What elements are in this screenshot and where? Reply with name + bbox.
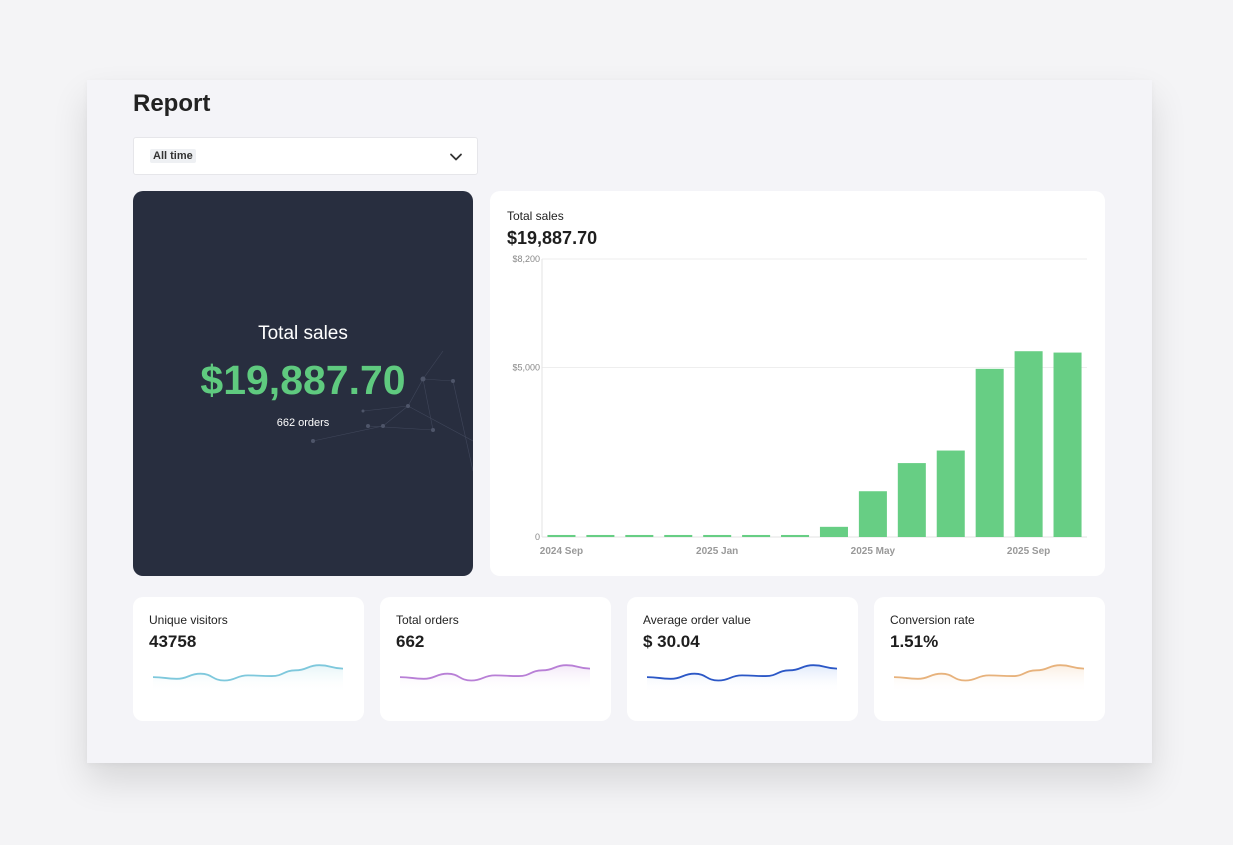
sparkline-line bbox=[647, 664, 838, 682]
bar-2025-may bbox=[858, 491, 887, 537]
date-range-select[interactable]: All time bbox=[133, 137, 478, 175]
x-tick-label: 2025 Jan bbox=[696, 546, 738, 557]
hero-total-sales-value: $19,887.70 bbox=[200, 357, 406, 403]
page-title: Report bbox=[133, 90, 211, 117]
stat-card-unique-visitors: Unique visitors 43758 bbox=[133, 597, 364, 721]
bar-2024-sep bbox=[547, 534, 576, 537]
y-tick-label: $8,200 bbox=[512, 254, 540, 264]
total-sales-chart-card: Total sales $19,887.70 0 $5,000 $8,200 2024… bbox=[490, 191, 1105, 576]
stat-value: $ 30.04 bbox=[643, 632, 700, 651]
sparkline-line bbox=[400, 664, 591, 682]
chart-total-value: $19,887.70 bbox=[507, 228, 598, 248]
stat-label: Conversion rate bbox=[890, 613, 975, 627]
bar-2025-jul bbox=[936, 450, 965, 537]
x-tick-label: 2025 May bbox=[851, 546, 896, 557]
average-order-value-sparkline bbox=[647, 664, 838, 693]
sparkline-line bbox=[894, 664, 1085, 682]
bar-2025-feb bbox=[742, 534, 771, 537]
total-orders-sparkline bbox=[400, 664, 591, 693]
hero-label: Total sales bbox=[258, 323, 348, 344]
y-tick-label: 0 bbox=[535, 532, 540, 542]
unique-visitors-sparkline bbox=[153, 664, 344, 693]
x-tick-label: 2025 Sep bbox=[1007, 546, 1050, 557]
stat-card-average-order-value: Average order value $ 30.04 bbox=[627, 597, 858, 721]
stat-label: Total orders bbox=[396, 613, 459, 627]
bar-2025-jan bbox=[703, 534, 732, 537]
sparkline-area bbox=[894, 665, 1084, 693]
date-range-value: All time bbox=[150, 149, 196, 163]
bar-2025-oct bbox=[1053, 352, 1082, 537]
bar-2025-sep bbox=[1014, 351, 1043, 537]
hero-orders-count: 662 orders bbox=[276, 417, 330, 429]
bar-2024-nov bbox=[625, 534, 654, 537]
network-pattern-decoration bbox=[311, 350, 473, 472]
y-tick-label: $5,000 bbox=[512, 362, 540, 372]
bar-2025-aug bbox=[975, 368, 1004, 537]
stat-card-conversion-rate: Conversion rate 1.51% bbox=[874, 597, 1105, 721]
x-tick-label: 2024 Sep bbox=[540, 546, 583, 557]
chart-label: Total sales bbox=[507, 209, 564, 223]
stat-value: 662 bbox=[396, 632, 425, 651]
bar-2024-oct bbox=[586, 534, 615, 537]
total-sales-bar-chart: 0 $5,000 $8,200 2024 Sep 2025 Jan 2025 May 202… bbox=[512, 254, 1087, 557]
sparkline-area bbox=[400, 665, 590, 693]
stat-value: 1.51% bbox=[890, 632, 939, 651]
bar-2025-apr bbox=[819, 526, 848, 537]
stat-label: Average order value bbox=[643, 613, 751, 627]
report-frame: Report All time bbox=[87, 80, 1152, 763]
stat-card-total-orders: Total orders 662 bbox=[380, 597, 611, 721]
total-sales-hero-card: Total sales $19,887.70 662 orders bbox=[133, 191, 473, 576]
sparkline-area bbox=[647, 665, 837, 693]
chevron-down-icon bbox=[450, 153, 462, 161]
sparkline-area bbox=[153, 665, 343, 693]
stat-value: 43758 bbox=[149, 632, 197, 651]
bar-2025-mar bbox=[781, 534, 810, 537]
stat-label: Unique visitors bbox=[149, 613, 228, 627]
bar-2024-dec bbox=[664, 534, 693, 537]
sparkline-line bbox=[153, 664, 344, 682]
bar-2025-jun bbox=[897, 463, 926, 537]
conversion-rate-sparkline bbox=[894, 664, 1085, 693]
